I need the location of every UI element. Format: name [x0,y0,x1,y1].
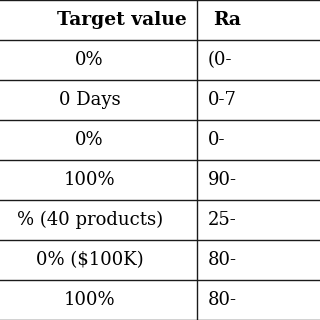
Text: % (40 products): % (40 products) [17,211,163,229]
Text: 0-7: 0-7 [208,91,237,109]
Text: 0%: 0% [75,131,104,149]
Text: Target value: Target value [58,11,187,29]
Text: 80-: 80- [208,291,237,309]
Text: 100%: 100% [64,291,116,309]
Text: (0-: (0- [208,51,233,69]
Text: 0 Days: 0 Days [59,91,120,109]
Text: 100%: 100% [64,171,116,189]
Text: 80-: 80- [208,251,237,269]
Text: 90-: 90- [208,171,237,189]
Text: 0-: 0- [208,131,226,149]
Text: 0% ($100K): 0% ($100K) [36,251,143,269]
Text: 0%: 0% [75,51,104,69]
Text: 25-: 25- [208,211,237,229]
Text: Ra: Ra [213,11,241,29]
